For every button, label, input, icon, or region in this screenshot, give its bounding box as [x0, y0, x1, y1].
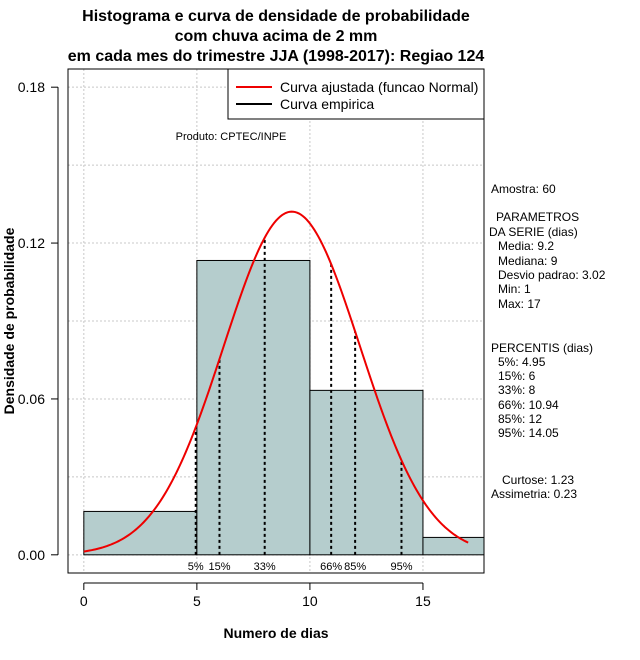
stats-panel: Amostra: 60 PARAMETROS DA SERIE (dias) M… — [489, 182, 606, 501]
fitted-normal-curve — [83, 210, 469, 553]
product-annotation: Produto: CPTEC/INPE — [176, 131, 287, 143]
stat-media: Media: 9.2 — [498, 239, 554, 253]
stat-p66: 66%: 10.94 — [498, 398, 559, 412]
x-tick-label: 15 — [415, 593, 431, 609]
chart-title-line-1: Histograma e curva de densidade de proba… — [82, 8, 470, 25]
x-tick-label: 10 — [302, 593, 318, 609]
percentile-label-2: 33% — [254, 561, 276, 573]
legend-box — [227, 68, 485, 120]
percentile-label-5: 95% — [390, 561, 412, 573]
histogram-bar — [196, 259, 311, 556]
stat-p5: 5%: 4.95 — [498, 355, 546, 369]
stat-amostra: Amostra: 60 — [491, 182, 556, 196]
stat-max: Max: 17 — [498, 297, 541, 311]
histogram-bars — [83, 259, 485, 556]
legend: Curva ajustada (funcao Normal) Curva emp… — [227, 68, 485, 120]
x-tick-label: 0 — [80, 593, 88, 609]
stat-perc-title: PERCENTIS (dias) — [491, 341, 593, 355]
stat-assimetria: Assimetria: 0.23 — [491, 487, 577, 501]
stat-p95: 95%: 14.05 — [498, 426, 559, 440]
histogram-bar — [422, 536, 485, 556]
y-axis: 0.00 0.06 0.12 0.18 — [18, 79, 59, 563]
histogram-bar — [309, 389, 424, 556]
stat-param-title-2: DA SERIE (dias) — [489, 225, 578, 239]
x-tick-label: 5 — [193, 593, 201, 609]
percentile-label-3: 66% — [320, 561, 342, 573]
x-axis: 0 5 10 15 — [80, 582, 431, 609]
y-tick-label: 0.12 — [18, 235, 45, 251]
y-tick-label: 0.06 — [18, 391, 45, 407]
stat-min: Min: 1 — [498, 282, 531, 296]
x-axis-title: Numero de dias — [223, 625, 328, 641]
legend-empirical-label: Curva empirica — [280, 96, 374, 112]
percentile-label-0: 5% — [188, 561, 204, 573]
legend-fitted-label: Curva ajustada (funcao Normal) — [280, 79, 478, 95]
chart-title-line-3: em cada mes do trimestre JJA (1998-2017)… — [68, 48, 485, 65]
percentile-label-4: 85% — [344, 561, 366, 573]
stat-param-title-1: PARAMETROS — [496, 210, 579, 224]
percentile-label-1: 15% — [208, 561, 230, 573]
percentile-lines — [194, 237, 403, 555]
stat-mediana: Mediana: 9 — [498, 254, 558, 268]
stat-curtose: Curtose: 1.23 — [502, 473, 574, 487]
chart-title-line-2: com chuva acima de 2 mm — [175, 28, 378, 45]
stat-desvio: Desvio padrao: 3.02 — [498, 268, 606, 282]
percentile-labels: 5% 15% 33% 66% 85% 95% — [188, 561, 413, 573]
stat-p33: 33%: 8 — [498, 383, 536, 397]
y-tick-label: 0.18 — [18, 79, 45, 95]
stat-p85: 85%: 12 — [498, 412, 542, 426]
y-tick-label: 0.00 — [18, 547, 45, 563]
stat-p15: 15%: 6 — [498, 369, 536, 383]
y-axis-title: Densidade de probabilidade — [1, 227, 17, 414]
